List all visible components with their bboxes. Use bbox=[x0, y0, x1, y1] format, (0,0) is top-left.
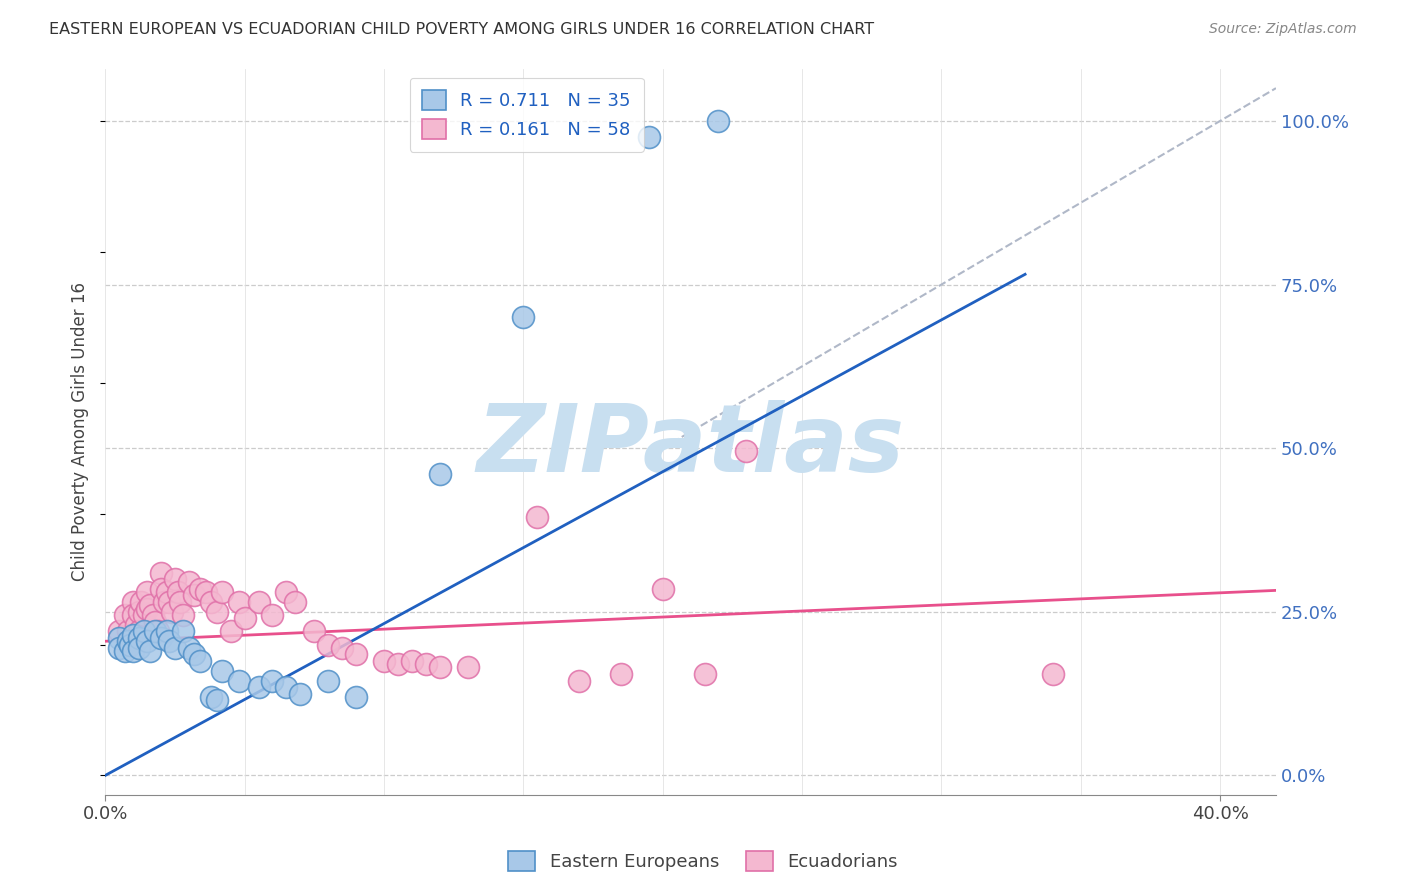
Point bbox=[415, 657, 437, 672]
Point bbox=[316, 638, 339, 652]
Point bbox=[316, 673, 339, 688]
Point bbox=[163, 640, 186, 655]
Text: Source: ZipAtlas.com: Source: ZipAtlas.com bbox=[1209, 22, 1357, 37]
Point bbox=[108, 624, 131, 639]
Point bbox=[457, 660, 479, 674]
Point bbox=[157, 634, 180, 648]
Point bbox=[304, 624, 326, 639]
Point bbox=[145, 624, 167, 639]
Point bbox=[205, 605, 228, 619]
Point bbox=[200, 595, 222, 609]
Point bbox=[134, 608, 156, 623]
Point bbox=[172, 624, 194, 639]
Point bbox=[211, 585, 233, 599]
Point bbox=[117, 624, 139, 639]
Point bbox=[114, 644, 136, 658]
Point bbox=[172, 608, 194, 623]
Point bbox=[247, 680, 270, 694]
Point bbox=[146, 624, 169, 639]
Point bbox=[610, 667, 633, 681]
Point bbox=[128, 605, 150, 619]
Point bbox=[145, 615, 167, 629]
Point bbox=[284, 595, 307, 609]
Point bbox=[183, 648, 205, 662]
Text: ZIPatlas: ZIPatlas bbox=[477, 401, 904, 492]
Point bbox=[108, 640, 131, 655]
Point bbox=[247, 595, 270, 609]
Point bbox=[194, 585, 217, 599]
Point bbox=[177, 640, 200, 655]
Point bbox=[120, 638, 142, 652]
Point bbox=[188, 654, 211, 668]
Point bbox=[637, 130, 659, 145]
Point bbox=[290, 687, 312, 701]
Point bbox=[200, 690, 222, 704]
Point bbox=[122, 628, 145, 642]
Legend: Eastern Europeans, Ecuadorians: Eastern Europeans, Ecuadorians bbox=[501, 844, 905, 879]
Point bbox=[262, 608, 284, 623]
Point bbox=[128, 631, 150, 645]
Point bbox=[429, 660, 451, 674]
Point bbox=[373, 654, 395, 668]
Point bbox=[157, 595, 180, 609]
Point bbox=[128, 640, 150, 655]
Point bbox=[219, 624, 242, 639]
Point bbox=[139, 599, 162, 613]
Point bbox=[387, 657, 409, 672]
Point bbox=[344, 648, 367, 662]
Point bbox=[512, 310, 534, 325]
Point bbox=[169, 595, 191, 609]
Point bbox=[128, 624, 150, 639]
Point bbox=[183, 589, 205, 603]
Point bbox=[120, 638, 142, 652]
Point bbox=[108, 631, 131, 645]
Point bbox=[142, 608, 165, 623]
Point bbox=[735, 444, 758, 458]
Point bbox=[122, 608, 145, 623]
Point bbox=[693, 667, 716, 681]
Point bbox=[134, 624, 156, 639]
Point bbox=[401, 654, 423, 668]
Point bbox=[276, 680, 298, 694]
Y-axis label: Child Poverty Among Girls Under 16: Child Poverty Among Girls Under 16 bbox=[72, 282, 89, 582]
Point bbox=[276, 585, 298, 599]
Point bbox=[152, 595, 174, 609]
Point bbox=[211, 664, 233, 678]
Point bbox=[131, 595, 153, 609]
Point bbox=[160, 605, 183, 619]
Point bbox=[155, 585, 177, 599]
Point bbox=[122, 644, 145, 658]
Point bbox=[330, 640, 353, 655]
Point bbox=[125, 618, 148, 632]
Point bbox=[188, 582, 211, 596]
Point bbox=[149, 566, 172, 580]
Point bbox=[149, 582, 172, 596]
Text: EASTERN EUROPEAN VS ECUADORIAN CHILD POVERTY AMONG GIRLS UNDER 16 CORRELATION CH: EASTERN EUROPEAN VS ECUADORIAN CHILD POV… bbox=[49, 22, 875, 37]
Point bbox=[568, 673, 591, 688]
Point bbox=[707, 114, 730, 128]
Legend: R = 0.711   N = 35, R = 0.161   N = 58: R = 0.711 N = 35, R = 0.161 N = 58 bbox=[409, 78, 644, 152]
Point bbox=[344, 690, 367, 704]
Point bbox=[429, 467, 451, 482]
Point bbox=[136, 601, 159, 615]
Point bbox=[233, 611, 256, 625]
Point bbox=[166, 585, 188, 599]
Point bbox=[114, 608, 136, 623]
Point bbox=[1042, 667, 1064, 681]
Point bbox=[139, 644, 162, 658]
Point bbox=[163, 572, 186, 586]
Point bbox=[136, 634, 159, 648]
Point bbox=[149, 631, 172, 645]
Point bbox=[228, 673, 250, 688]
Point bbox=[117, 634, 139, 648]
Point bbox=[136, 585, 159, 599]
Point bbox=[205, 693, 228, 707]
Point bbox=[228, 595, 250, 609]
Point bbox=[122, 595, 145, 609]
Point bbox=[262, 673, 284, 688]
Point bbox=[177, 575, 200, 590]
Point bbox=[651, 582, 673, 596]
Point bbox=[526, 509, 548, 524]
Point bbox=[155, 624, 177, 639]
